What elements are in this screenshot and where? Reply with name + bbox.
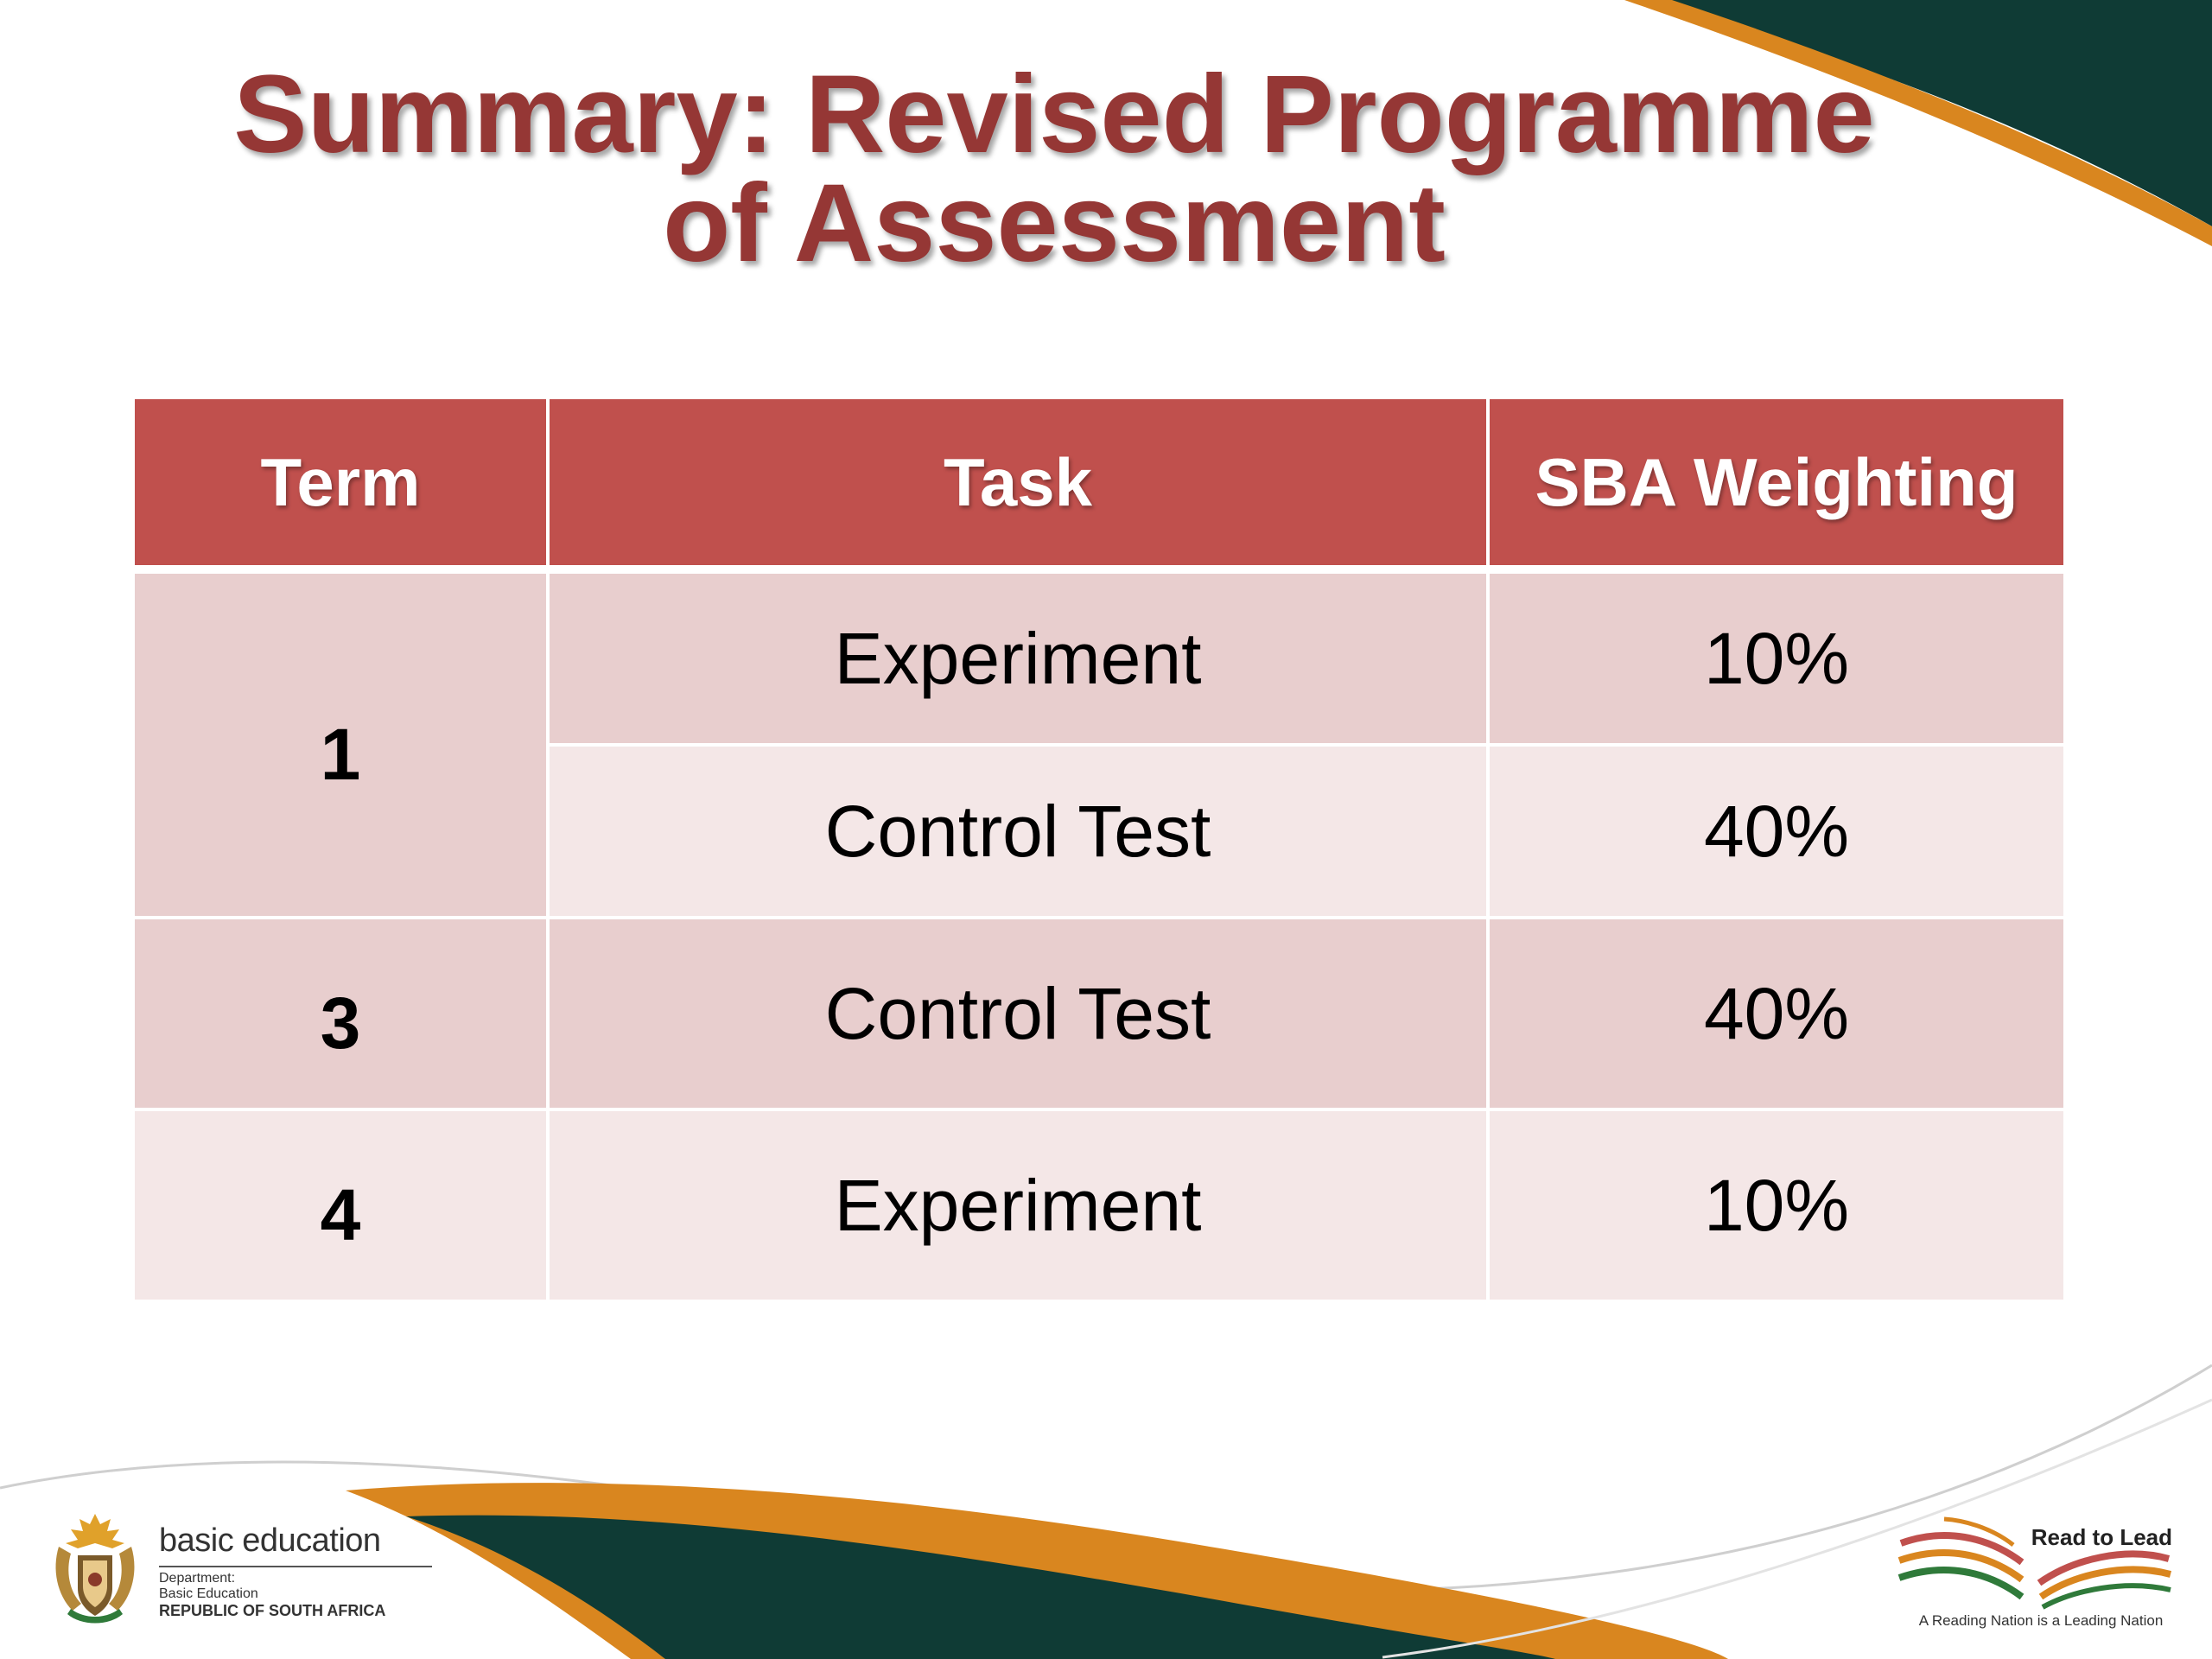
table-row: 4 Experiment 10%	[131, 1108, 2067, 1303]
slide-title-line-1: Summary: Revised Programme	[233, 53, 1875, 176]
slide-title: Summary: Revised Programme of Assessment	[0, 53, 2108, 285]
task-cell: Control Test	[546, 743, 1490, 919]
task-cell: Control Test	[546, 916, 1490, 1111]
brand-name: basic education	[159, 1522, 381, 1559]
assessment-table: Term Task SBA Weighting 1 Experiment 10%…	[131, 396, 2067, 1303]
basic-education-logo: basic education Department: Basic Educat…	[43, 1509, 432, 1638]
term-cell: 3	[131, 916, 550, 1111]
department-line-1: Department:	[159, 1571, 236, 1586]
weighting-cell: 40%	[1486, 916, 2067, 1111]
table-row: 1 Experiment 10%	[131, 568, 2067, 919]
slide-title-line-2: of Assessment	[663, 162, 1446, 285]
brand-divider	[159, 1566, 432, 1567]
country-name: REPUBLIC OF SOUTH AFRICA	[159, 1602, 386, 1619]
task-cell: Experiment	[546, 1108, 1490, 1303]
header-sba-weighting: SBA Weighting	[1486, 396, 2067, 574]
weighting-cell: 10%	[1486, 568, 2067, 747]
read-to-lead-logo: Read to Lead A Reading Nation is a Leadi…	[1892, 1510, 2186, 1640]
bottom-green-swoosh	[406, 1515, 1555, 1659]
read-to-lead-title: Read to Lead	[2031, 1524, 2172, 1550]
read-to-lead-tagline: A Reading Nation is a Leading Nation	[1918, 1612, 2164, 1629]
header-task: Task	[546, 396, 1490, 574]
weighting-cell: 10%	[1486, 1108, 2067, 1303]
top-right-green-swoosh	[1642, 0, 2212, 226]
department-label: Department: Basic Education	[159, 1571, 258, 1602]
weighting-cell: 40%	[1486, 743, 2067, 919]
task-cell: Experiment	[546, 568, 1490, 747]
bottom-grey-accent	[1382, 1398, 2212, 1659]
term-cell: 1	[131, 568, 550, 919]
table-header-row: Term Task SBA Weighting	[131, 396, 2067, 574]
table-row: Control Test 40%	[133, 743, 2067, 919]
department-line-2: Basic Education	[159, 1586, 258, 1601]
term-cell: 4	[131, 1108, 550, 1303]
header-term: Term	[131, 396, 550, 574]
open-book-icon	[1897, 1516, 2172, 1610]
coat-of-arms-icon	[55, 1514, 135, 1624]
table-row: 3 Control Test 40%	[131, 916, 2067, 1111]
